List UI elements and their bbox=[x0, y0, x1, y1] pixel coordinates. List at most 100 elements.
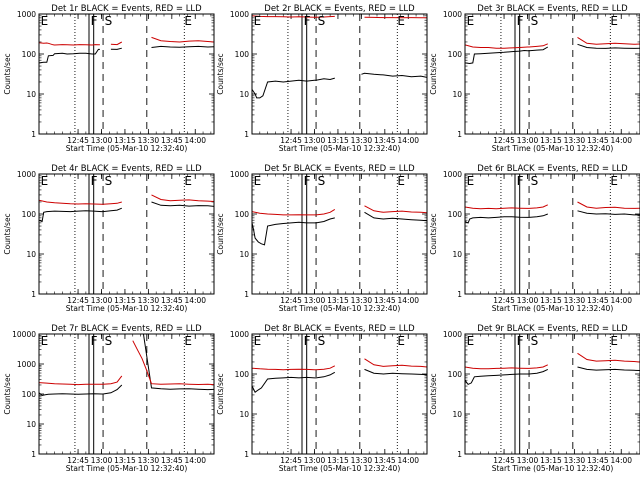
y-tick-label: 1 bbox=[31, 450, 36, 459]
event-marker-e: E bbox=[254, 174, 262, 188]
y-tick-label: 10 bbox=[239, 250, 249, 259]
x-axis-label: Start Time (05-Mar-10 12:32:40) bbox=[66, 144, 188, 153]
y-tick-label: 1 bbox=[457, 130, 462, 139]
event-marker-e: E bbox=[397, 334, 405, 348]
plot-frame bbox=[251, 173, 428, 295]
plot-frame bbox=[464, 333, 640, 455]
x-tick-label: 13:00 bbox=[91, 456, 113, 465]
event-marker-e: E bbox=[397, 14, 405, 28]
y-tick-label: 100 bbox=[22, 50, 37, 59]
y-axis-label: Counts/sec bbox=[216, 373, 225, 414]
series-line-lld bbox=[465, 201, 640, 210]
x-tick-label: 13:00 bbox=[91, 296, 113, 305]
y-tick-label: 1000 bbox=[230, 330, 249, 339]
y-tick-label: 100 bbox=[235, 210, 250, 219]
y-tick-label: 10 bbox=[239, 410, 249, 419]
y-tick-label: 1000 bbox=[443, 10, 462, 19]
x-tick-label: 12:45 bbox=[493, 136, 515, 145]
detector-panel-2: Det 2r BLACK = Events, RED = LLD 1 10 100 10… bbox=[216, 4, 428, 153]
y-axis-label: Counts/sec bbox=[3, 373, 12, 414]
y-tick-label: 1000 bbox=[230, 170, 249, 179]
plot-area bbox=[39, 194, 214, 223]
event-marker-s: S bbox=[531, 174, 539, 188]
x-tick-label: 14:00 bbox=[610, 456, 632, 465]
x-tick-label: 13:30 bbox=[351, 136, 373, 145]
event-marker-s: S bbox=[531, 14, 539, 28]
y-tick-label: 1 bbox=[244, 130, 249, 139]
series-line-lld bbox=[252, 15, 427, 19]
event-marker-e: E bbox=[397, 174, 405, 188]
x-tick-label: 13:00 bbox=[304, 296, 326, 305]
x-tick-label: 14:00 bbox=[397, 136, 419, 145]
y-tick-label: 100 bbox=[235, 370, 250, 379]
y-tick-label: 1000 bbox=[17, 360, 36, 369]
event-marker-s: S bbox=[318, 14, 326, 28]
y-tick-label: 100 bbox=[22, 210, 37, 219]
x-tick-label: 13:30 bbox=[351, 296, 373, 305]
y-tick-label: 10 bbox=[239, 90, 249, 99]
y-tick-label: 1 bbox=[244, 450, 249, 459]
x-tick-label: 13:30 bbox=[564, 136, 586, 145]
x-axis-label: Start Time (05-Mar-10 12:32:40) bbox=[279, 144, 401, 153]
series-line-lld bbox=[252, 205, 427, 216]
panel-title: Det 6r BLACK = Events, RED = LLD bbox=[477, 164, 628, 174]
x-tick-label: 13:30 bbox=[138, 136, 160, 145]
x-tick-label: 14:00 bbox=[610, 136, 632, 145]
x-tick-label: 14:00 bbox=[184, 456, 206, 465]
event-marker-e: E bbox=[254, 334, 262, 348]
plot-frame bbox=[38, 13, 215, 135]
panel-title: Det 1r BLACK = Events, RED = LLD bbox=[51, 4, 202, 14]
event-marker-e: E bbox=[467, 174, 475, 188]
series-line-lld bbox=[39, 194, 214, 205]
x-tick-label: 13:15 bbox=[114, 136, 136, 145]
series-line-events bbox=[252, 211, 427, 246]
series-line-events bbox=[39, 334, 214, 396]
panel-title: Det 7r BLACK = Events, RED = LLD bbox=[51, 324, 202, 334]
panel-title: Det 3r BLACK = Events, RED = LLD bbox=[477, 4, 628, 14]
x-tick-label: 13:45 bbox=[161, 136, 183, 145]
x-tick-label: 12:45 bbox=[67, 456, 89, 465]
y-tick-label: 100 bbox=[235, 50, 250, 59]
x-tick-label: 13:00 bbox=[91, 136, 113, 145]
x-tick-label: 13:00 bbox=[517, 296, 539, 305]
event-marker-e: E bbox=[610, 334, 618, 348]
event-marker-e: E bbox=[610, 14, 618, 28]
plot-area bbox=[39, 36, 214, 64]
event-marker-e: E bbox=[610, 174, 618, 188]
plot-area bbox=[465, 201, 640, 224]
x-tick-label: 13:45 bbox=[374, 296, 396, 305]
event-marker-e: E bbox=[184, 14, 192, 28]
event-marker-e: E bbox=[184, 174, 192, 188]
event-marker-f: F bbox=[91, 174, 98, 188]
plot-area bbox=[252, 15, 427, 99]
y-tick-label: 1 bbox=[31, 130, 36, 139]
y-tick-label: 10 bbox=[452, 90, 462, 99]
series-line-lld bbox=[39, 36, 214, 46]
y-axis-label: Counts/sec bbox=[429, 213, 438, 254]
event-marker-f: F bbox=[517, 334, 524, 348]
series-line-lld bbox=[465, 36, 640, 49]
y-tick-label: 1 bbox=[244, 290, 249, 299]
event-marker-e: E bbox=[41, 334, 49, 348]
x-tick-label: 14:00 bbox=[184, 136, 206, 145]
panel-title: Det 4r BLACK = Events, RED = LLD bbox=[51, 164, 202, 174]
series-line-events bbox=[39, 45, 214, 64]
event-marker-s: S bbox=[318, 174, 326, 188]
y-tick-label: 10000 bbox=[12, 330, 36, 339]
x-axis-label: Start Time (05-Mar-10 12:32:40) bbox=[492, 464, 614, 473]
event-marker-s: S bbox=[105, 334, 113, 348]
event-marker-s: S bbox=[318, 334, 326, 348]
x-tick-label: 13:30 bbox=[138, 456, 160, 465]
event-marker-f: F bbox=[304, 14, 311, 28]
event-marker-f: F bbox=[304, 334, 311, 348]
x-tick-label: 12:45 bbox=[67, 296, 89, 305]
plot-frame bbox=[251, 333, 428, 455]
series-line-lld bbox=[252, 358, 427, 371]
y-tick-label: 10 bbox=[452, 410, 462, 419]
panel-title: Det 8r BLACK = Events, RED = LLD bbox=[264, 324, 415, 334]
plot-area bbox=[465, 36, 640, 65]
x-tick-label: 13:30 bbox=[564, 296, 586, 305]
series-line-events bbox=[465, 366, 640, 386]
x-tick-label: 14:00 bbox=[397, 456, 419, 465]
